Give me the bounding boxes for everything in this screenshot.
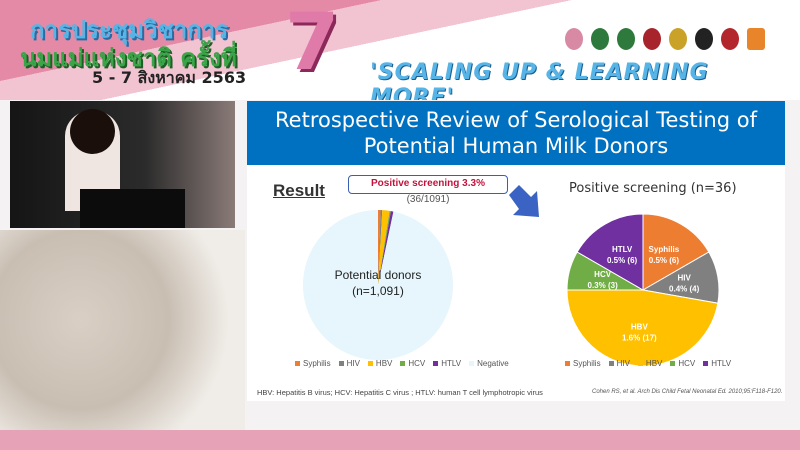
positive-screening-callout: Positive screening 3.3% (36/1091) [348, 175, 508, 205]
legend-item-hbv: HBV [637, 359, 662, 368]
pie1-slice-syphilis [378, 210, 381, 285]
bottom-bar [0, 430, 800, 450]
pie2-data-label: 0.3% (3) [588, 281, 619, 290]
sponsor-logos [565, 28, 765, 50]
logo-icon [591, 28, 609, 50]
pie1-slice-hbv [378, 210, 390, 285]
legend-swatch [670, 361, 676, 366]
pie2-slice-htlv [576, 213, 644, 291]
edition-number: 7 [285, 0, 340, 88]
legend-item-htlv: HTLV [433, 359, 461, 368]
conference-title-line2: นมแม่แห่งชาติ ครั้งที่ [20, 44, 237, 72]
pie1-center-label: (n=1,091) [352, 284, 404, 298]
pie2-data-label: HCV [594, 270, 612, 279]
citation: Cohen RS, et al. Arch Dis Child Fetal Ne… [592, 389, 783, 395]
legend-item-hiv: HIV [608, 359, 630, 368]
legend-swatch [565, 361, 570, 366]
pie2-data-label: 0.5% (6) [649, 256, 680, 265]
result-heading: Result [273, 181, 325, 200]
logo-icon [695, 28, 713, 50]
legend-item-hcv: HCV [670, 359, 695, 368]
pie1-slice-hiv [378, 210, 383, 285]
legend-item-syphilis: Syphilis [565, 359, 601, 368]
legend-item-negative: Negative [469, 359, 509, 368]
pie2-title: Positive screening (n=36) [569, 181, 737, 196]
legend-item-htlv: HTLV [703, 359, 731, 368]
pie2-slice-syphilis [642, 213, 710, 291]
legend-swatch [637, 361, 643, 366]
pie2-data-label: Syphilis [649, 245, 680, 254]
legend-item-hbv: HBV [367, 359, 392, 368]
conference-title-line1: การประชุมวิชาการ [30, 16, 229, 44]
background-child-photo [0, 230, 245, 430]
pie2-data-label: 1.6% (17) [622, 334, 657, 343]
pie2-data-label: 0.4% (4) [669, 285, 700, 294]
slogan: 'SCALING UP & LEARNING MORE' [370, 60, 709, 100]
pie2-data-label: HIV [677, 274, 691, 283]
footnote: HBV: Hepatitis B virus; HCV: Hepatitis C… [257, 388, 543, 397]
podium [80, 189, 185, 228]
pie2-slice-hbv [566, 289, 719, 367]
pie2-data-label: 0.5% (6) [607, 256, 638, 265]
legend-swatch [367, 361, 373, 366]
logo-icon [643, 28, 661, 50]
conference-banner: การประชุมวิชาการ นมแม่แห่งชาติ ครั้งที่ … [0, 0, 800, 100]
legend-item-hcv: HCV [400, 359, 425, 368]
legend-swatch [469, 361, 475, 366]
legend-swatch [400, 361, 406, 366]
pie1-slice-htlv [378, 211, 394, 285]
legend-swatch [338, 361, 344, 366]
speaker-head [70, 109, 115, 154]
pie-charts: Syphilis 0.5% (6) HIV 0.4% (4) HBV 1.6% (17) H… [303, 210, 720, 367]
pie2-legend: Syphilis HIV HBV HCV HTLV [565, 359, 731, 368]
pie2-data-label: HBV [631, 323, 649, 332]
conference-dates: 5 - 7 สิงหาคม 2563 [92, 68, 247, 87]
legend-item-syphilis: Syphilis [295, 359, 331, 368]
callout-count: (36/1091) [406, 194, 450, 205]
pie1-legend: Syphilis HIV HBV HCV HTLV Negative [295, 359, 509, 368]
legend-swatch [433, 361, 439, 366]
legend-swatch [295, 361, 300, 366]
arrow-icon [509, 185, 539, 217]
callout-bold: Positive screening 3.3% [371, 178, 485, 189]
logo-icon [565, 28, 583, 50]
legend-swatch [608, 361, 614, 366]
legend-item-hiv: HIV [338, 359, 360, 368]
pie1-slice-hcv [378, 210, 391, 285]
pie1-center-label: Potential donors [335, 268, 422, 282]
logo-icon [617, 28, 635, 50]
pie2-data-label: HTLV [612, 245, 633, 254]
slide-title: Retrospective Review of Serological Test… [247, 101, 785, 165]
logo-icon [669, 28, 687, 50]
legend-swatch [703, 361, 709, 366]
presentation-slide: Retrospective Review of Serological Test… [247, 101, 785, 401]
logo-icon [747, 28, 765, 50]
pie1-slice-negative [303, 210, 454, 360]
speaker-video [10, 101, 235, 228]
logo-icon [721, 28, 739, 50]
